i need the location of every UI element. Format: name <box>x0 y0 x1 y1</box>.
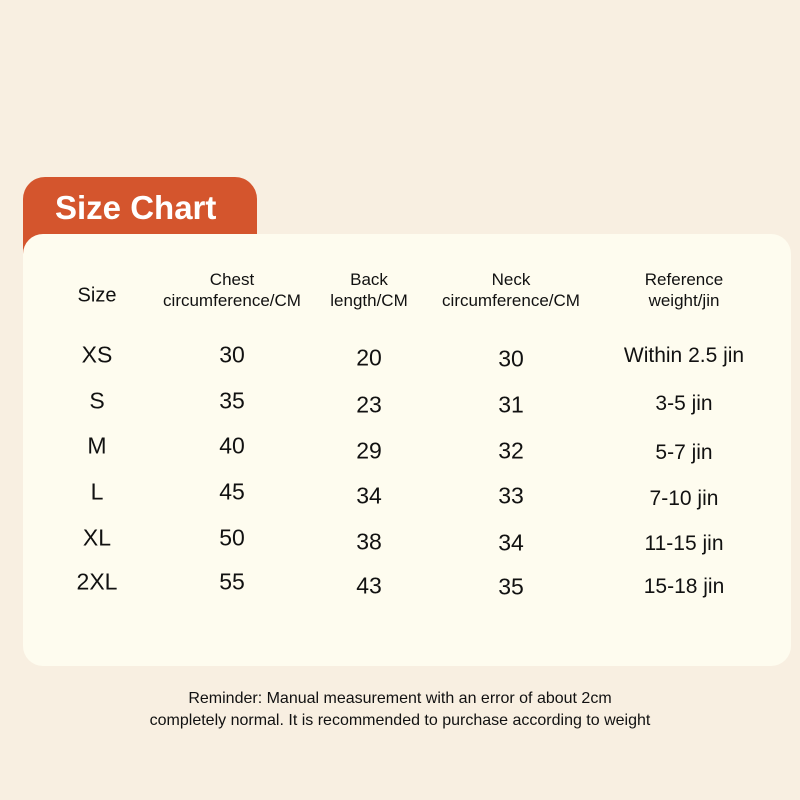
table-cell: 34 <box>356 482 382 509</box>
column-header-line: circumference/CM <box>163 291 301 310</box>
column-header-line: Reference <box>644 270 724 289</box>
column-header: Back length/CM <box>330 269 407 311</box>
column-header-line: Chest <box>209 270 255 289</box>
table-cell: 32 <box>498 437 524 464</box>
table-cell: 38 <box>356 528 382 555</box>
page-title: Size Chart <box>55 189 217 226</box>
table-cell: 43 <box>356 572 382 599</box>
column-header-line: Size <box>77 284 117 307</box>
table-cell: 30 <box>498 345 524 372</box>
size-table-card <box>23 234 791 666</box>
table-cell: XS <box>81 341 113 368</box>
column-header-line: length/CM <box>330 291 408 310</box>
table-cell: 40 <box>219 432 245 459</box>
table-cell: 15-18 jin <box>643 575 725 598</box>
column-header-line: weight/jin <box>648 291 720 310</box>
table-cell: 31 <box>498 391 524 418</box>
table-cell: 35 <box>498 573 524 600</box>
table-cell: 33 <box>498 482 524 509</box>
table-cell: 35 <box>219 387 245 414</box>
table-cell: 23 <box>356 391 382 418</box>
table-cell: 2XL <box>76 568 118 595</box>
table-cell: M <box>87 432 107 459</box>
table-cell: 3-5 jin <box>655 392 713 415</box>
column-header-line: Neck <box>491 270 531 289</box>
table-cell: L <box>90 478 104 505</box>
table-cell: 34 <box>498 529 524 556</box>
table-cell: 11-15 jin <box>644 532 724 555</box>
table-cell: 50 <box>219 524 245 551</box>
column-header-line: circumference/CM <box>442 291 580 310</box>
table-cell: 29 <box>356 437 382 464</box>
column-header-line: Back <box>350 270 388 289</box>
table-cell: 7-10 jin <box>649 487 719 510</box>
column-header: Reference weight/jin <box>645 269 723 311</box>
table-cell: 5-7 jin <box>655 441 713 464</box>
column-header: Neck circumference/CM <box>442 269 580 311</box>
table-cell: S <box>89 387 105 414</box>
column-header: Chest circumference/CM <box>163 269 301 311</box>
table-cell: 55 <box>219 568 245 595</box>
table-cell: 45 <box>219 478 245 505</box>
table-cell: XL <box>82 524 112 551</box>
column-header: Size <box>77 284 117 307</box>
table-cell: 20 <box>356 344 382 371</box>
reminder-line: Reminder: Manual measurement with an err… <box>188 690 612 707</box>
reminder-note: Reminder: Manual measurement with an err… <box>0 688 800 732</box>
reminder-line: completely normal. It is recommended to … <box>149 712 651 729</box>
table-cell: 30 <box>219 341 245 368</box>
table-cell: Within 2.5 jin <box>623 344 745 367</box>
